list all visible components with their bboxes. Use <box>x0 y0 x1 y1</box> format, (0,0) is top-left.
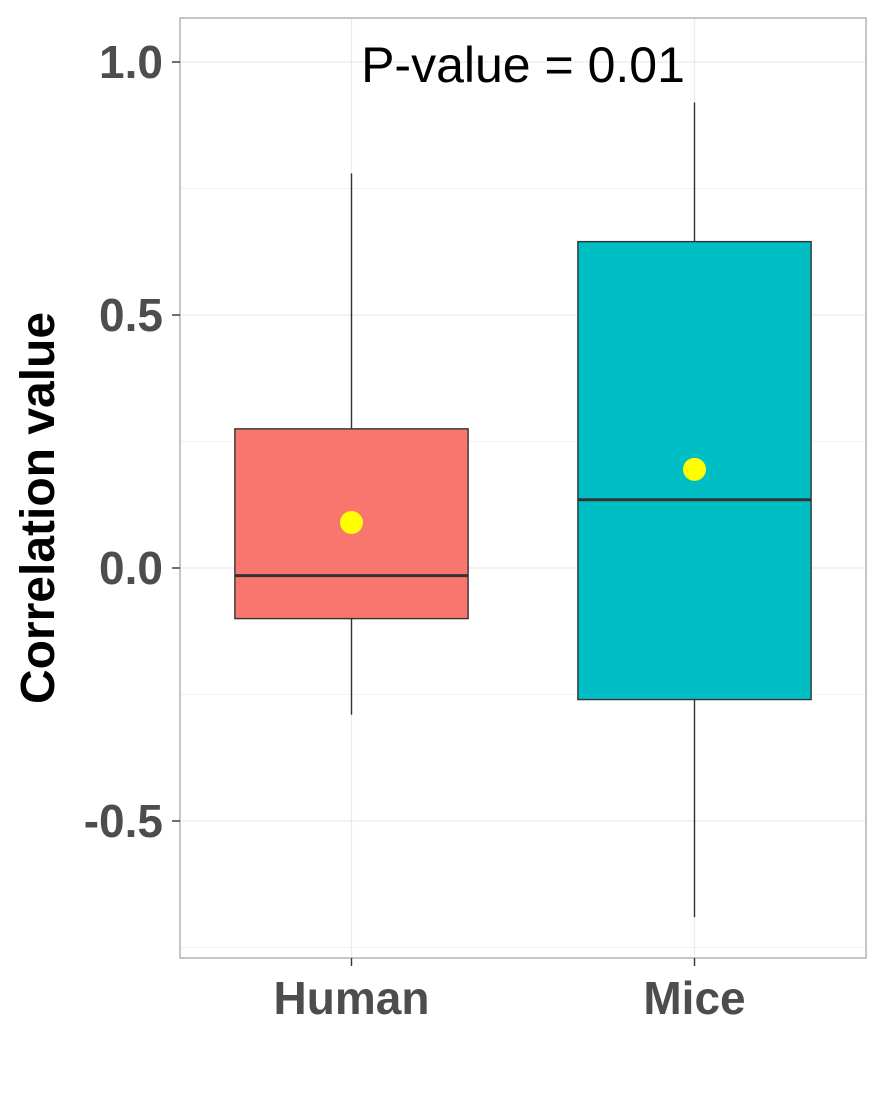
p-value-annotation: P-value = 0.01 <box>361 37 685 93</box>
y-tick-label: 0.0 <box>99 542 163 594</box>
mean-point <box>683 457 706 481</box>
y-tick-label: 1.0 <box>99 36 163 88</box>
box-group <box>234 102 812 918</box>
box-human <box>234 173 469 715</box>
y-axis-title: Correlation value <box>12 312 65 704</box>
x-axis-ticks: Human Mice <box>274 958 746 1024</box>
y-tick-label: -0.5 <box>84 795 163 847</box>
x-tick-label: Mice <box>643 972 745 1024</box>
y-axis-ticks: 1.0 0.5 0.0 -0.5 <box>84 36 180 847</box>
y-tick-label: 0.5 <box>99 289 163 341</box>
mean-point <box>340 510 363 534</box>
plot-panel-border <box>179 17 867 959</box>
box-mice <box>577 102 812 918</box>
x-tick-label: Human <box>274 972 430 1024</box>
